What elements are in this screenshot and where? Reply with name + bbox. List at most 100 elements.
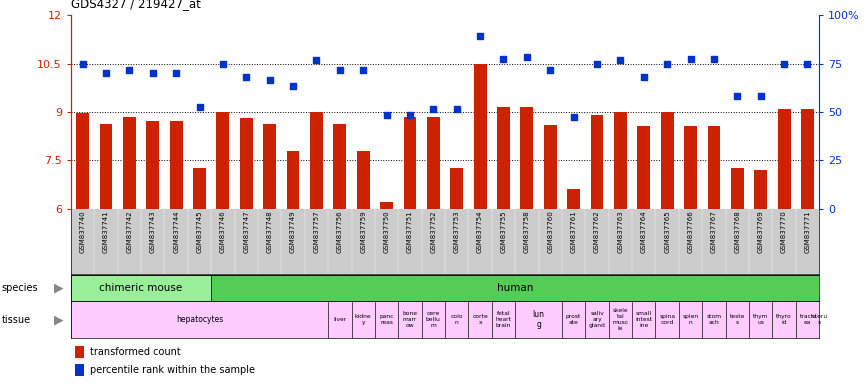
Point bbox=[193, 104, 207, 110]
Bar bbox=[404, 117, 416, 209]
Bar bbox=[211, 275, 819, 301]
Bar bbox=[492, 301, 516, 338]
Point bbox=[380, 112, 394, 118]
Bar bbox=[286, 151, 299, 209]
Bar bbox=[726, 301, 749, 338]
Text: lun
g: lun g bbox=[533, 310, 545, 329]
Text: stom
ach: stom ach bbox=[707, 314, 721, 325]
Text: human: human bbox=[497, 283, 534, 293]
Bar bbox=[591, 115, 604, 209]
Text: GSM837749: GSM837749 bbox=[290, 210, 296, 253]
Text: GSM837747: GSM837747 bbox=[243, 210, 249, 253]
Text: GSM837740: GSM837740 bbox=[80, 210, 86, 253]
Text: GSM837751: GSM837751 bbox=[407, 210, 413, 253]
Bar bbox=[586, 301, 609, 338]
Bar bbox=[398, 301, 421, 338]
Bar bbox=[356, 151, 369, 209]
Point bbox=[426, 106, 440, 112]
Bar bbox=[193, 168, 206, 209]
Bar bbox=[445, 301, 469, 338]
Bar bbox=[469, 301, 492, 338]
Bar bbox=[516, 301, 562, 338]
Bar bbox=[778, 109, 791, 209]
Bar bbox=[74, 364, 85, 376]
Bar bbox=[638, 126, 650, 209]
Bar bbox=[146, 121, 159, 209]
Point bbox=[450, 106, 464, 112]
Text: GSM837753: GSM837753 bbox=[454, 210, 459, 253]
Text: GSM837762: GSM837762 bbox=[594, 210, 600, 253]
Point bbox=[707, 56, 721, 62]
Text: bone
marr
ow: bone marr ow bbox=[402, 311, 418, 328]
Text: GSM837759: GSM837759 bbox=[360, 210, 366, 253]
Bar bbox=[76, 113, 89, 209]
Bar bbox=[427, 117, 439, 209]
Bar bbox=[451, 168, 463, 209]
Bar bbox=[521, 107, 534, 209]
Point bbox=[590, 61, 604, 67]
Text: GSM837768: GSM837768 bbox=[734, 210, 740, 253]
Text: GSM837748: GSM837748 bbox=[266, 210, 272, 253]
Point bbox=[146, 70, 160, 76]
Text: GSM837745: GSM837745 bbox=[196, 210, 202, 253]
Text: skele
tal
musc
le: skele tal musc le bbox=[612, 308, 629, 331]
Bar bbox=[123, 117, 136, 209]
Bar bbox=[679, 301, 702, 338]
Text: GSM837760: GSM837760 bbox=[548, 210, 554, 253]
Bar bbox=[99, 124, 112, 209]
Bar bbox=[333, 124, 346, 209]
Text: small
intest
ine: small intest ine bbox=[635, 311, 652, 328]
Text: hepatocytes: hepatocytes bbox=[176, 315, 223, 324]
Bar bbox=[749, 301, 772, 338]
Bar bbox=[796, 301, 819, 338]
Point bbox=[660, 61, 674, 67]
Text: cere
bellu
m: cere bellu m bbox=[426, 311, 441, 328]
Text: tissue: tissue bbox=[2, 314, 31, 325]
Text: GSM837741: GSM837741 bbox=[103, 210, 109, 253]
Text: GSM837756: GSM837756 bbox=[336, 210, 343, 253]
Text: spina
cord: spina cord bbox=[659, 314, 676, 325]
Bar bbox=[474, 64, 486, 209]
Bar bbox=[544, 125, 557, 209]
Point bbox=[520, 54, 534, 60]
Point bbox=[240, 73, 253, 79]
Bar bbox=[708, 126, 721, 209]
Bar bbox=[74, 346, 85, 358]
Text: GSM837750: GSM837750 bbox=[383, 210, 389, 253]
Text: GSM837763: GSM837763 bbox=[618, 210, 624, 253]
Point bbox=[356, 67, 370, 73]
Text: uteru
s: uteru s bbox=[811, 314, 827, 325]
Bar bbox=[216, 112, 229, 209]
Point bbox=[403, 112, 417, 118]
Bar bbox=[71, 301, 328, 338]
Text: splen
n: splen n bbox=[682, 314, 699, 325]
Text: fetal
heart
brain: fetal heart brain bbox=[496, 311, 511, 328]
Text: chimeric mouse: chimeric mouse bbox=[99, 283, 183, 293]
Text: panc
reas: panc reas bbox=[380, 314, 394, 325]
Text: GSM837757: GSM837757 bbox=[313, 210, 319, 253]
Bar bbox=[609, 301, 632, 338]
Text: colo
n: colo n bbox=[451, 314, 463, 325]
Text: GSM837765: GSM837765 bbox=[664, 210, 670, 253]
Point bbox=[473, 33, 487, 39]
Point bbox=[730, 93, 744, 99]
Text: corte
x: corte x bbox=[472, 314, 488, 325]
Text: GSM837761: GSM837761 bbox=[571, 210, 577, 253]
Bar bbox=[632, 301, 656, 338]
Bar bbox=[684, 126, 697, 209]
Bar bbox=[310, 112, 323, 209]
Point bbox=[777, 61, 791, 67]
Bar bbox=[328, 301, 351, 338]
Bar bbox=[614, 112, 627, 209]
Text: GSM837744: GSM837744 bbox=[173, 210, 179, 253]
Point bbox=[637, 73, 650, 79]
Text: kidne
y: kidne y bbox=[355, 314, 372, 325]
Text: thyro
id: thyro id bbox=[776, 314, 792, 325]
Text: species: species bbox=[2, 283, 38, 293]
Point bbox=[310, 57, 324, 63]
Bar bbox=[702, 301, 726, 338]
Text: liver: liver bbox=[333, 317, 347, 322]
Text: GSM837742: GSM837742 bbox=[126, 210, 132, 253]
Bar bbox=[754, 170, 767, 209]
Text: GSM837758: GSM837758 bbox=[524, 210, 530, 253]
